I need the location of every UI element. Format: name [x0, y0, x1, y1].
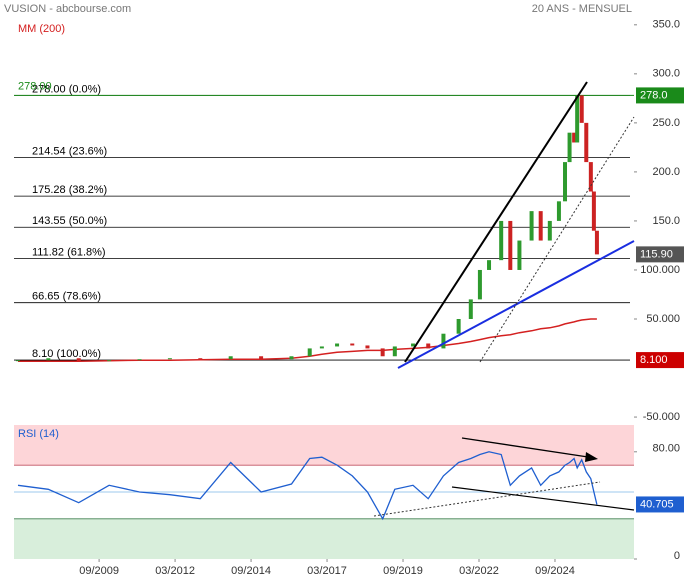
candle: [487, 260, 492, 270]
marker-label: 8.100: [640, 354, 668, 366]
rsi-trend: [451, 486, 635, 511]
x-tick-label: 09/2009: [79, 565, 119, 577]
x-tick-label: 09/2019: [383, 565, 423, 577]
candle: [365, 345, 370, 349]
candle: [107, 360, 112, 362]
candle: [228, 356, 233, 360]
y-tick-label: 300.0: [652, 68, 680, 80]
marker-label: 278.0: [640, 89, 668, 101]
candle: [588, 162, 593, 192]
candle: [335, 343, 340, 347]
y-tick-label: 0: [674, 550, 680, 562]
candle: [584, 122, 589, 163]
y-tick-label: 250.0: [652, 117, 680, 129]
fib-label: 278.00 (0.0%): [32, 83, 101, 95]
candle: [563, 162, 568, 202]
ma-line: [18, 318, 597, 362]
trend-line: [404, 81, 588, 363]
candle: [76, 358, 81, 362]
candle: [547, 220, 552, 241]
candle: [477, 269, 482, 300]
dotted-trend: [479, 116, 635, 363]
last-price-box: [636, 246, 684, 263]
candle: [538, 211, 543, 241]
marker-box: [636, 87, 684, 104]
candle: [319, 346, 324, 349]
y-tick-label: 50.000: [646, 313, 680, 325]
plot: 350.0 300.0 250.0 200.0 150.0 100.000 50.000 -5…: [14, 19, 684, 577]
rsi-dotted: [373, 481, 601, 517]
candle: [137, 359, 142, 361]
fib-label: 175.28 (38.2%): [32, 184, 107, 196]
rsi-line: [17, 451, 598, 521]
fib-label: 111.82 (61.8%): [32, 246, 106, 258]
candle: [46, 358, 51, 361]
fib-label: 66.65 (78.6%): [32, 291, 101, 303]
marker-left-label: 278.00: [18, 80, 52, 92]
chart-subtitle: 20 ANS - MENSUEL: [532, 3, 632, 15]
ma-legend: MM (200): [18, 23, 65, 35]
candle: [456, 318, 461, 334]
y-tick-label: 80.00: [652, 443, 680, 455]
candle: [411, 343, 416, 347]
last-price-label: 115.90: [640, 248, 673, 260]
candle: [575, 95, 580, 143]
candle: [167, 358, 172, 360]
candle: [508, 220, 513, 270]
arrow-head: [585, 452, 598, 462]
candle: [259, 356, 264, 360]
x-tick-label: 09/2014: [231, 565, 271, 577]
candle: [556, 201, 561, 221]
last-rsi-box: [636, 496, 684, 513]
candle: [468, 299, 473, 319]
candle: [529, 211, 534, 241]
candle: [517, 240, 522, 270]
x-tick-label: 03/2012: [155, 565, 195, 577]
candle: [289, 356, 294, 360]
y-tick-label: 200.0: [652, 166, 680, 178]
candle: [392, 346, 397, 357]
marker-box: [636, 352, 684, 369]
candle: [594, 230, 599, 255]
fib-label: 143.55 (50.0%): [32, 215, 107, 227]
x-tick-label: 03/2022: [459, 565, 499, 577]
candle: [591, 191, 596, 231]
oversold-zone: [14, 518, 634, 559]
candle: [15, 360, 20, 362]
last-rsi-label: 40.705: [640, 498, 674, 510]
candle: [307, 348, 312, 357]
candle: [567, 132, 572, 163]
x-tick-label: 03/2017: [307, 565, 347, 577]
candle: [380, 348, 385, 357]
x-tick-label: 09/2024: [535, 565, 575, 577]
y-tick-label: 100.000: [640, 264, 680, 276]
candle: [350, 343, 355, 346]
candle: [499, 220, 504, 261]
fib-label: 8.10 (100.0%): [32, 348, 101, 360]
chart-title: VUSION - abcbourse.com: [4, 3, 131, 15]
candle: [572, 132, 577, 143]
candle: [198, 358, 203, 360]
rsi-legend: RSI (14): [18, 428, 59, 440]
y-tick-label: 350.0: [652, 19, 680, 31]
candle: [426, 343, 431, 349]
fib-label: 214.54 (23.6%): [32, 146, 107, 158]
candle: [441, 333, 446, 349]
support-line: [397, 240, 635, 369]
rsi-trend: [461, 437, 589, 458]
y-tick-label: 150.0: [652, 215, 680, 227]
overbought-zone: [14, 425, 634, 466]
candle: [579, 95, 584, 123]
y-tick-label: -50.000: [643, 411, 680, 423]
